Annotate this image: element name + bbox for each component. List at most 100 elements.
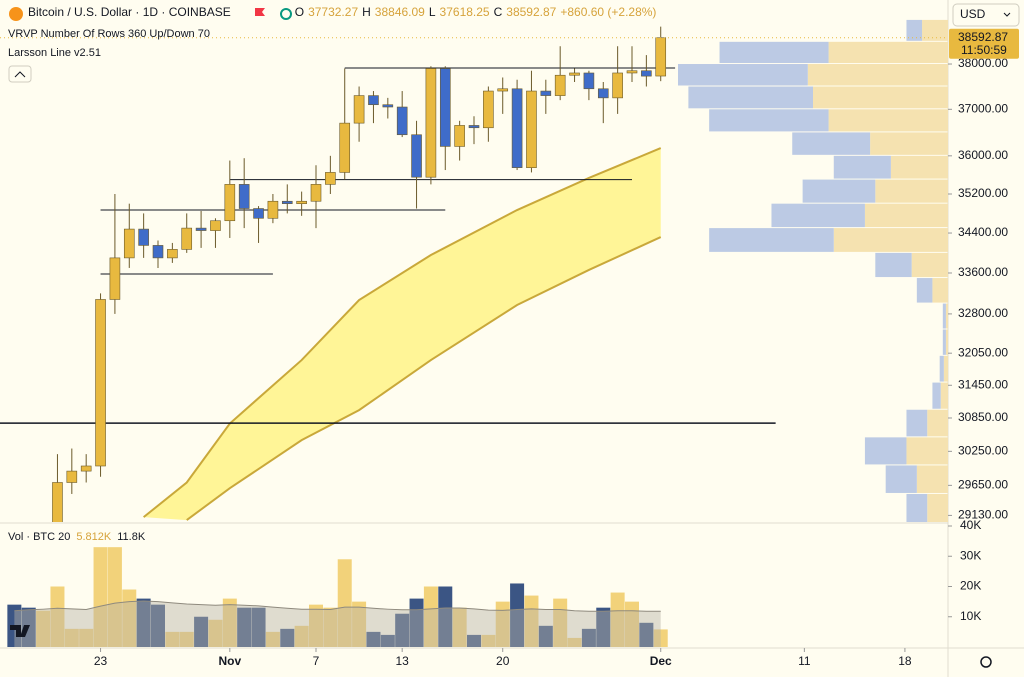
candle-body [52, 482, 63, 522]
volume-bar [538, 625, 553, 647]
profile-up [945, 329, 948, 355]
profile-down [864, 437, 907, 465]
x-tick-label: 23 [94, 654, 108, 668]
candle-body [138, 228, 149, 246]
dropdown-icon [1003, 12, 1011, 17]
candle-body [267, 200, 279, 219]
profile-up [932, 278, 948, 303]
volume-bar [639, 622, 654, 647]
y-tick-label: 29130.00 [958, 508, 1008, 522]
volume-tick-label: 10K [960, 609, 981, 623]
candle-body [468, 125, 480, 129]
volume-bar [380, 634, 395, 647]
candle-body [425, 68, 437, 178]
profile-down [942, 303, 946, 329]
profile-up [828, 109, 948, 132]
larsson-band [143, 148, 661, 521]
y-tick-label: 36000.00 [958, 148, 1008, 162]
volume-bar [495, 601, 510, 647]
price-pane [0, 19, 948, 522]
profile-up [927, 493, 948, 522]
profile-down [916, 278, 933, 303]
profile-down [678, 64, 808, 86]
candle-body [310, 184, 322, 202]
candle-body [612, 72, 623, 99]
ohlc-value: 37732.27 [308, 5, 359, 19]
profile-down [939, 355, 944, 382]
profile-up [870, 132, 948, 155]
candle-body [554, 74, 566, 96]
volume-bar [625, 601, 639, 647]
ohlc-label: H [362, 5, 371, 19]
candle-body [353, 95, 365, 124]
candle-body [540, 90, 552, 96]
indicator-label: VRVP Number Of Rows 360 Up/Down 70 [8, 28, 210, 40]
candle-body [339, 122, 351, 173]
indicator-label: Larsson Line v2.51 [8, 47, 101, 59]
candle-body [597, 88, 609, 99]
profile-up [916, 465, 948, 493]
change: +860.60 (+2.28%) [560, 5, 657, 19]
candle-body [210, 220, 221, 231]
candle-body [454, 125, 465, 147]
volume-bar [251, 607, 266, 647]
candle-body [368, 95, 379, 106]
candle-body [195, 227, 207, 231]
tv-logo [10, 625, 30, 637]
x-tick-label: 20 [496, 654, 510, 668]
y-tick-label: 32050.00 [958, 345, 1008, 359]
y-tick-label: 38000.00 [958, 56, 1008, 70]
larsson-upper [143, 147, 662, 518]
profile-up [875, 179, 948, 203]
volume-legend: Vol · BTC 20 5.812K 11.8K [8, 531, 145, 543]
volume-bar [50, 586, 65, 647]
y-tick-label: 32800.00 [958, 306, 1008, 320]
volume-bar [79, 628, 94, 647]
x-tick-label: 18 [898, 654, 912, 668]
flag-icon[interactable] [255, 8, 265, 16]
candle-body [123, 228, 135, 259]
axes: 38000.00 37000.00 36000.00 35200.00 34400.00… [0, 28, 1019, 668]
candle-body [655, 37, 667, 77]
volume-bar [610, 592, 625, 647]
volume-bar [567, 637, 582, 647]
collapse-button[interactable] [8, 65, 32, 83]
candle-body [396, 106, 408, 136]
candle-body [641, 70, 652, 77]
profile-down [932, 382, 941, 409]
volume-bar [452, 607, 467, 647]
ohlc-label: C [493, 5, 503, 19]
profile-up [943, 355, 948, 382]
profile-down [802, 179, 876, 203]
volume-bar [136, 598, 151, 647]
candle-body [152, 245, 164, 259]
volume-bar [653, 629, 668, 647]
volume-ma-value: 11.8K [117, 531, 146, 543]
profile-down [709, 109, 829, 132]
volume-bar [481, 634, 496, 647]
volume-bar [596, 607, 611, 647]
currency-button[interactable] [952, 3, 1020, 27]
profile-up [890, 155, 948, 179]
settings-button[interactable] [980, 656, 992, 668]
volume-bar [36, 610, 51, 647]
volume-bar [122, 589, 137, 647]
candle-body [497, 88, 509, 92]
candle-body [526, 90, 537, 168]
profile-down [906, 493, 928, 522]
candle-body [181, 227, 193, 250]
x-tick-label: Dec [650, 654, 672, 668]
volume-bar [553, 598, 568, 647]
profile-down [875, 252, 912, 278]
y-tick-label: 33600.00 [958, 265, 1008, 279]
volume-bar [323, 607, 338, 647]
volume-bar [93, 547, 108, 647]
profile-up [813, 86, 948, 109]
coin-icon [9, 7, 23, 21]
candle-body [167, 249, 178, 259]
ohlc-label: O [294, 5, 305, 19]
profile-up [807, 64, 948, 86]
y-tick-label: 37000.00 [958, 101, 1008, 115]
profile-down [942, 329, 946, 355]
